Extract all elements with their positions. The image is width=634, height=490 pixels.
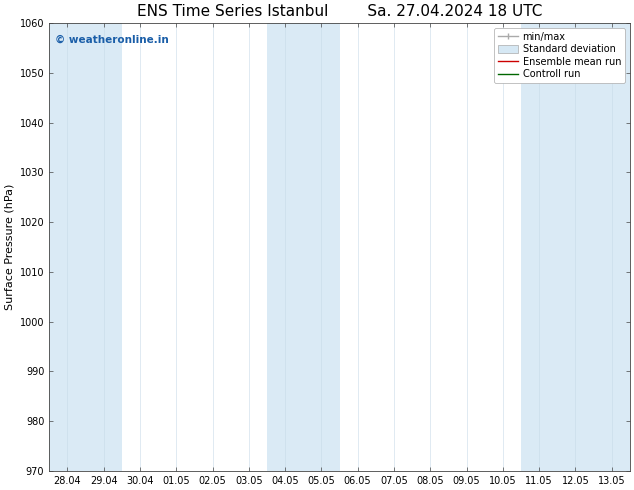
Bar — [303, 23, 340, 471]
Bar — [521, 23, 557, 471]
Title: ENS Time Series Istanbul        Sa. 27.04.2024 18 UTC: ENS Time Series Istanbul Sa. 27.04.2024 … — [137, 4, 542, 19]
Bar — [593, 23, 630, 471]
Bar — [86, 23, 122, 471]
Legend: min/max, Standard deviation, Ensemble mean run, Controll run: min/max, Standard deviation, Ensemble me… — [495, 28, 625, 83]
Bar — [267, 23, 303, 471]
Y-axis label: Surface Pressure (hPa): Surface Pressure (hPa) — [4, 184, 14, 310]
Text: © weatheronline.in: © weatheronline.in — [55, 34, 169, 44]
Bar — [557, 23, 593, 471]
Bar — [49, 23, 86, 471]
